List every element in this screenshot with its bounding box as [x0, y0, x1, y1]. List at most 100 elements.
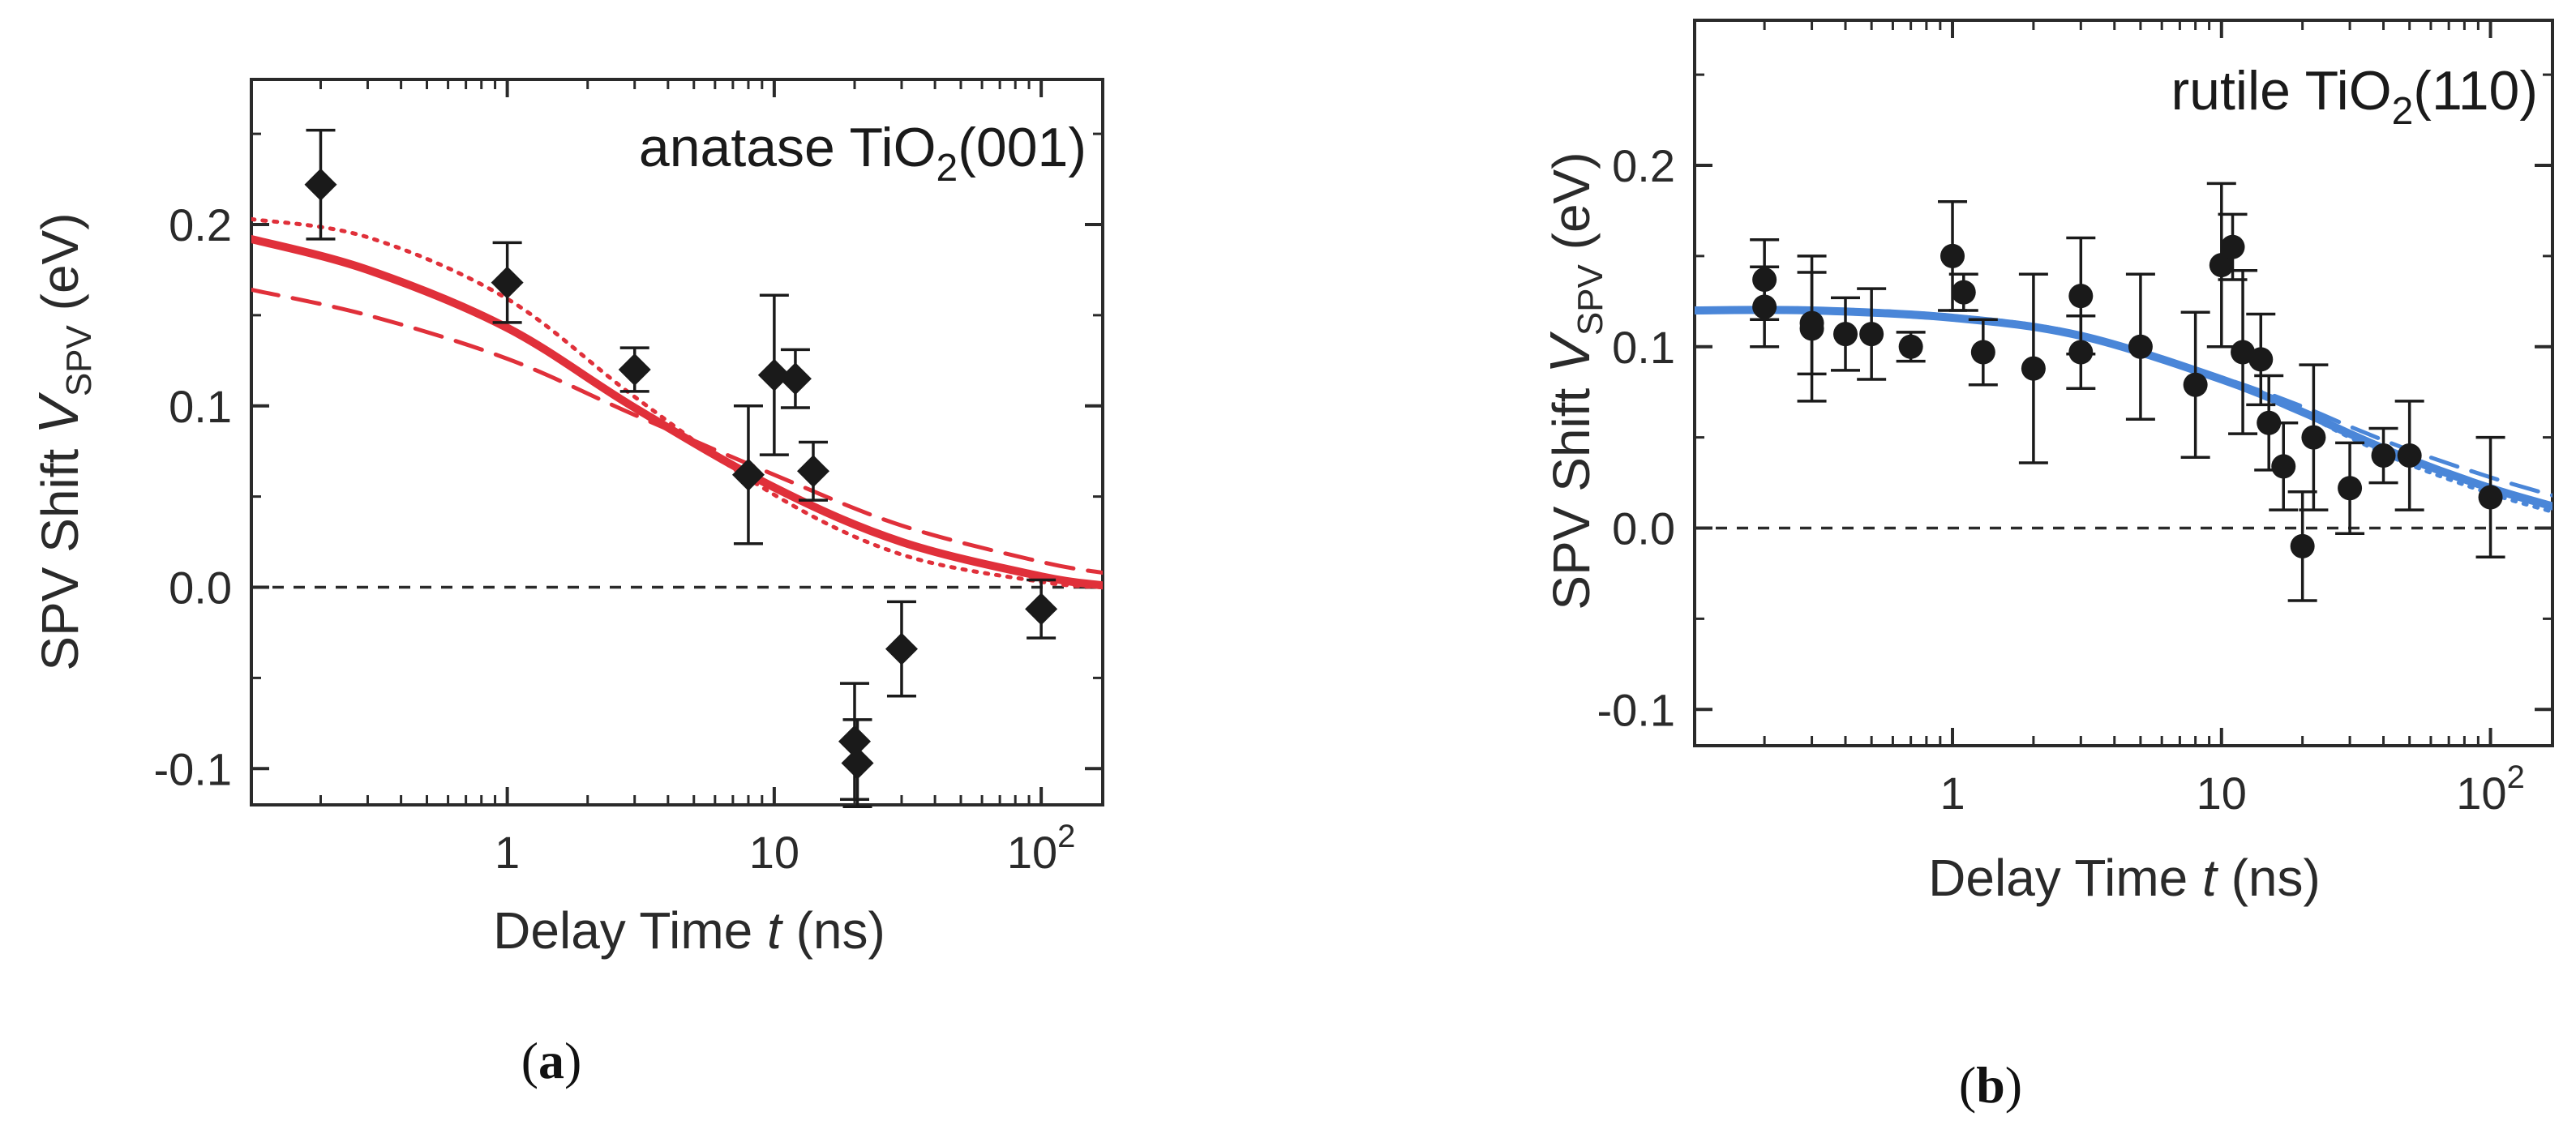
data-points [1750, 182, 2505, 602]
caption-label: a [538, 1032, 564, 1089]
y-tick-label: 0.2 [169, 199, 232, 250]
caption-open: ( [1959, 1056, 1976, 1114]
data-point-diamond [731, 458, 765, 491]
data-point-circle [2397, 443, 2422, 468]
panel-title: rutile TiO2(110) [2171, 60, 2538, 133]
data-point-circle [2209, 253, 2234, 278]
plot-frame [250, 78, 1104, 806]
data-point-diamond [841, 747, 874, 780]
data-point-circle [2271, 454, 2296, 479]
x-axis-title-text: Delay Time [1928, 849, 2202, 907]
data-point-diamond [757, 358, 791, 391]
data-point-circle [2290, 533, 2315, 558]
y-axis-title-sub: SPV [1571, 263, 1610, 336]
data-point-circle [2068, 284, 2094, 309]
data-point-circle [2301, 425, 2326, 450]
x-tick-label: 102 [1007, 819, 1076, 878]
y-tick-label: 0.1 [169, 381, 232, 432]
panel-title-suffix: (001) [958, 117, 1087, 178]
data-point-circle [2371, 443, 2396, 468]
x-axis-title-unit: (ns) [782, 901, 885, 960]
fit-curve-dotted [251, 216, 1103, 589]
x-tick-label: 102 [2456, 759, 2525, 819]
x-tick-text: 10 [2197, 768, 2247, 819]
data-point-circle [1951, 280, 1976, 305]
x-tick-label: 1 [495, 827, 520, 878]
caption-close: ) [564, 1032, 581, 1089]
data-point-diamond [618, 353, 651, 386]
x-tick-text: 10 [749, 827, 799, 878]
y-axis-title-unit: (eV) [1542, 152, 1601, 264]
y-tick-label: -0.1 [1597, 684, 1676, 735]
y-axis-title-unit: (eV) [31, 212, 89, 325]
data-point-circle [2257, 410, 2282, 435]
panel-title-sub: 2 [2392, 90, 2414, 133]
fit-curve-dashed [1695, 310, 2552, 498]
caption-open: ( [521, 1032, 538, 1089]
data-point-diamond [796, 455, 829, 488]
fit-curve-solid [251, 234, 1103, 590]
x-tick-sup: 2 [1057, 819, 1075, 854]
data-point-circle [2021, 356, 2046, 381]
panel-title-text: anatase TiO [639, 117, 937, 178]
data-point-diamond [778, 362, 812, 396]
data-point-circle [2338, 476, 2363, 501]
data-point-circle [1898, 334, 1923, 359]
y-tick-label: 0.2 [1612, 140, 1675, 191]
x-axis-title-var: t [767, 901, 783, 960]
plot-frame [1693, 19, 2554, 747]
data-point-circle [2183, 372, 2208, 397]
fit-curve-dotted [1695, 306, 2552, 514]
caption-label: b [1976, 1056, 2005, 1114]
panel-title: anatase TiO2(001) [639, 117, 1087, 190]
data-point-diamond [838, 725, 871, 758]
x-axis-title-text: Delay Time [493, 901, 767, 960]
x-tick-text: 1 [495, 827, 520, 878]
data-point-circle [1940, 243, 1965, 268]
y-axis-title-var: V [1538, 331, 1601, 374]
data-point-circle [2220, 234, 2245, 259]
x-tick-text: 10 [1007, 827, 1057, 878]
y-tick-label: -0.1 [154, 743, 233, 794]
data-point-circle [2248, 347, 2274, 372]
data-point-diamond [491, 266, 524, 299]
panel-title-text: rutile TiO [2171, 60, 2392, 122]
caption-close: ) [2005, 1056, 2022, 1114]
data-point-circle [1970, 340, 1995, 365]
data-point-diamond [1025, 593, 1058, 626]
x-axis-title-var: t [2202, 849, 2218, 907]
x-axis-title: Delay Time t (ns) [493, 901, 885, 960]
y-tick-label: 0.1 [1612, 322, 1675, 373]
panel-title-sub: 2 [937, 147, 958, 190]
x-minor-ticks [251, 79, 1103, 805]
data-point-diamond [885, 632, 918, 665]
panel-title-suffix: (110) [2413, 60, 2538, 122]
data-point-circle [2478, 485, 2503, 510]
y-axis-title-text: SPV Shift [1542, 374, 1601, 610]
data-point-circle [1859, 322, 1884, 347]
x-axis-title: Delay Time t (ns) [1928, 849, 2321, 907]
y-axis-title-text: SPV Shift [31, 434, 89, 671]
data-point-circle [1833, 322, 1858, 347]
y-axis-title-var: V [27, 391, 90, 434]
y-tick-label: 0.0 [1612, 503, 1675, 554]
x-axis-title-unit: (ns) [2217, 849, 2321, 907]
fit-curves [251, 216, 1103, 590]
data-points [304, 128, 1058, 808]
data-point-circle [2128, 334, 2153, 359]
x-tick-label: 10 [749, 827, 799, 878]
y-axis-title: SPV Shift VSPV (eV) [27, 212, 99, 670]
x-tick-text: 1 [1940, 768, 1965, 819]
x-tick-sup: 2 [2507, 759, 2525, 795]
data-point-diamond [304, 168, 337, 201]
x-tick-label: 1 [1940, 768, 1965, 819]
y-axis-title-sub: SPV [59, 324, 99, 396]
y-axis-title: SPV Shift VSPV (eV) [1538, 152, 1610, 610]
fit-curves [1695, 306, 2552, 514]
fit-curve-dashed [251, 288, 1103, 575]
x-tick-text: 10 [2456, 768, 2506, 819]
